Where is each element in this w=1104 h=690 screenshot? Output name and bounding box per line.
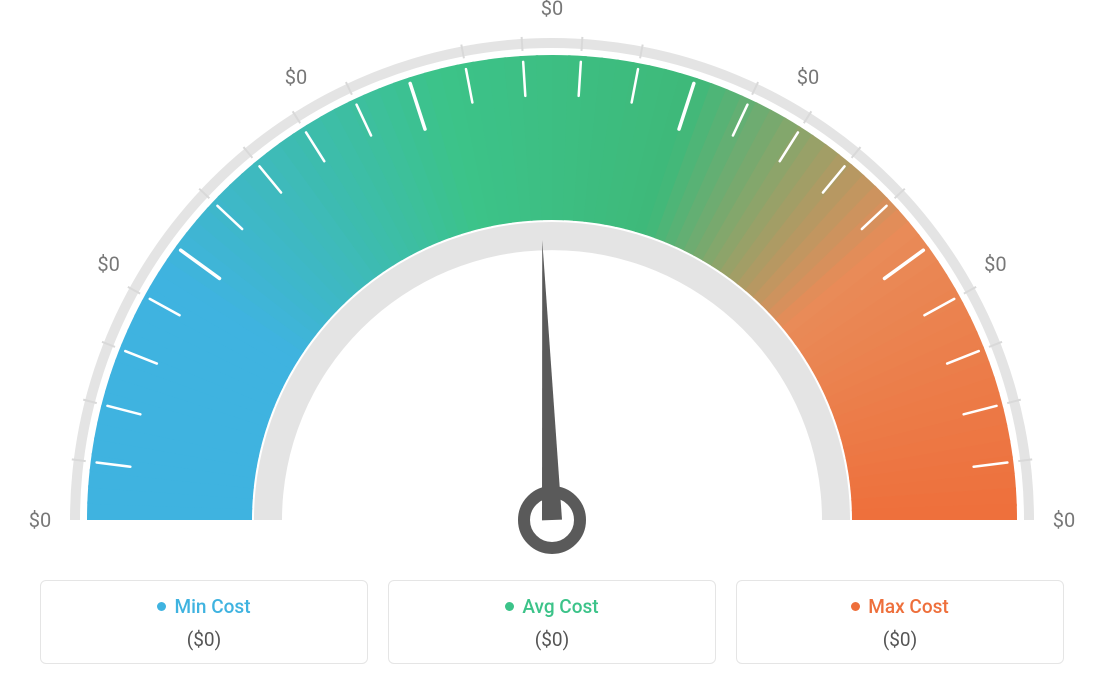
legend-dot-avg [505,602,514,611]
legend-value-max: ($0) [747,628,1053,651]
gauge-tick-label: $0 [97,252,119,276]
gauge-tick-label: $0 [541,0,563,20]
gauge-chart: $0 $0 $0 $0 $0 $0 $0 [0,0,1104,560]
legend-label-max: Max Cost [868,595,948,618]
legend-card-avg: Avg Cost ($0) [388,580,716,664]
legend-value-min: ($0) [51,628,357,651]
gauge-svg [0,0,1104,560]
gauge-tick-label: $0 [29,508,51,532]
legend-dot-min [157,602,166,611]
gauge-tick-label: $0 [285,65,307,89]
gauge-tick-label: $0 [1053,508,1075,532]
legend-label-min: Min Cost [174,595,250,618]
legend-dot-max [851,602,860,611]
gauge-tick-label: $0 [984,252,1006,276]
legend-card-max: Max Cost ($0) [736,580,1064,664]
legend-row: Min Cost ($0) Avg Cost ($0) Max Cost ($0… [40,580,1064,664]
gauge-tick-label: $0 [797,65,819,89]
legend-title-min: Min Cost [157,595,250,618]
legend-value-avg: ($0) [399,628,705,651]
legend-title-max: Max Cost [851,595,948,618]
legend-label-avg: Avg Cost [522,595,598,618]
legend-title-avg: Avg Cost [505,595,598,618]
legend-card-min: Min Cost ($0) [40,580,368,664]
